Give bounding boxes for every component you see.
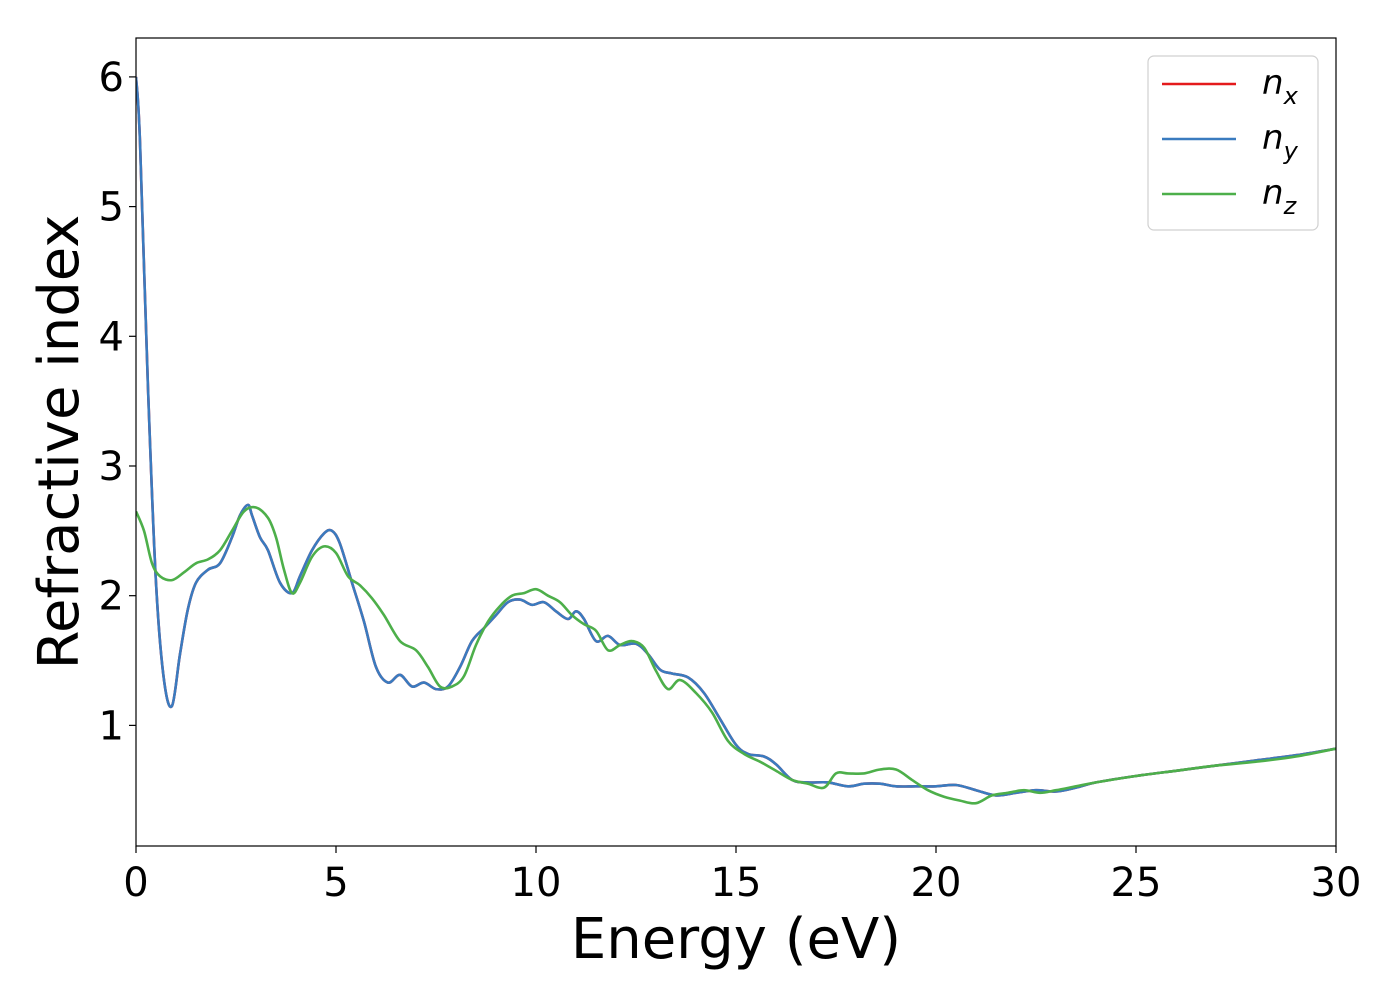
legend-frame [1147,55,1319,231]
y-axis-ticks: 1 2 3 4 5 6 [99,55,136,749]
legend-label-y: ny [1262,118,1299,165]
y-tick-label: 3 [99,444,124,490]
x-tick-label: 5 [323,860,348,906]
legend-label-x: nx [1262,63,1299,110]
series-line-z [136,505,1336,805]
y-tick-label: 2 [99,574,124,620]
x-tick-label: 0 [123,860,148,906]
x-tick-label: 10 [511,860,562,906]
series-layer [136,76,1336,805]
y-tick-label: 5 [99,185,124,231]
legend: nx ny nz [1147,55,1319,231]
y-tick-label: 1 [99,703,124,749]
x-tick-label: 15 [711,860,762,906]
y-axis-title: Refractive index [27,215,92,670]
x-axis-ticks: 0 5 10 15 20 25 30 [123,846,1361,906]
x-tick-label: 20 [911,860,962,906]
y-tick-label: 4 [99,314,124,360]
x-axis-title: Energy (eV) [571,907,901,972]
x-tick-label: 25 [1111,860,1162,906]
legend-label-z: nz [1262,173,1298,220]
y-tick-label: 6 [99,55,124,101]
x-tick-label: 30 [1311,860,1362,906]
